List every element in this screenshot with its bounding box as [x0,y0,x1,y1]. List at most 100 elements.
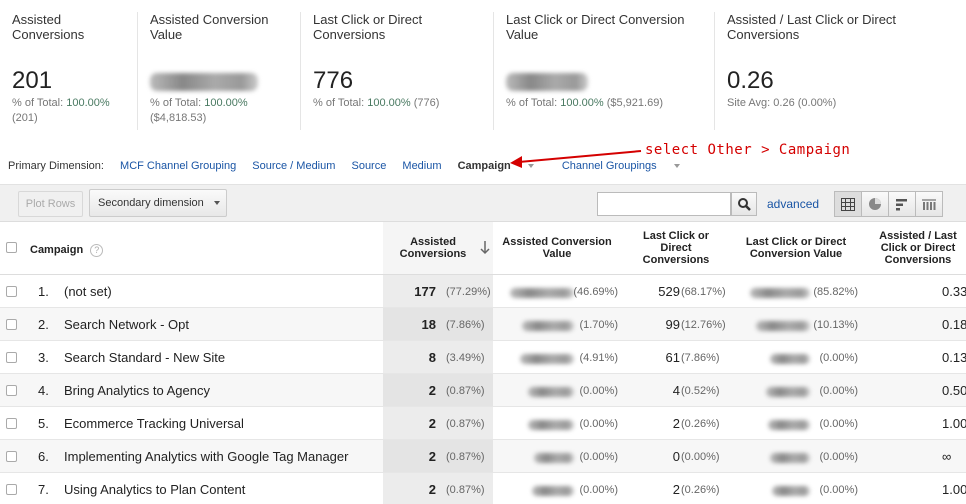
scorecard-last-click-value[interactable]: Last Click or Direct Conversion Value % … [493,12,714,130]
campaign-name[interactable]: Search Standard - New Site [64,350,226,365]
dimension-medium[interactable]: Medium [402,160,442,172]
chevron-down-icon [213,201,220,205]
scorecard-sub-prefix: % of Total: [12,97,67,109]
last-click-value-pct: (0.00%) [819,451,858,463]
assisted-value-pct: (1.70%) [579,319,618,331]
row-checkbox[interactable] [6,319,17,330]
sorted-column-bg [383,222,493,274]
table-row[interactable]: 4. Bring Analytics to Agency 2 (0.87%) (0.00… [0,374,966,407]
redacted-value [768,416,810,431]
sorted-column-bg [383,374,493,406]
chevron-down-icon [673,164,680,169]
scorecard-sub-pct: 100.00% [66,97,110,109]
campaign-name[interactable]: Using Analytics to Plan Content [64,482,246,497]
sorted-column-bg [383,341,493,373]
scorecard-title: Assisted Conversions [12,12,85,42]
campaign-name[interactable]: Implementing Analytics with Google Tag M… [64,449,349,464]
row-checkbox[interactable] [6,385,17,396]
dimension-source[interactable]: Source [351,160,387,172]
dimension-campaign[interactable]: Campaign [458,160,534,172]
scorecard-value-redacted [150,67,258,95]
last-click-value-pct: (0.00%) [819,352,858,364]
last-click-pct: (0.26%) [681,418,720,430]
header-assisted-value[interactable]: Assisted Conversion Value [502,236,612,260]
header-last-click-value[interactable]: Last Click or Direct Conversion Value [745,236,847,260]
redacted-value [510,284,574,299]
scorecard-last-click-conversions[interactable]: Last Click or Direct Conversions 776 % o… [300,12,493,130]
campaign-name[interactable]: Ecommerce Tracking Universal [64,416,244,431]
performance-view-button[interactable] [888,191,916,217]
assisted-conversions-value: 18 [421,317,436,332]
table-row[interactable]: 3. Search Standard - New Site 8 (3.49%) (4.9… [0,341,966,374]
row-index: 5. [38,416,49,431]
table-view-button[interactable] [834,191,862,217]
scorecard-title: Last Click or Direct Conversions [313,12,423,42]
row-checkbox[interactable] [6,418,17,429]
last-click-value-pct: (0.00%) [819,484,858,496]
table-row[interactable]: 1. (not set) 177 (77.29%) (46.69%) 529 (68.17%… [0,275,966,308]
row-checkbox[interactable] [6,286,17,297]
table-row[interactable]: 7. Using Analytics to Plan Content 2 (0.87%… [0,473,966,504]
secondary-dimension-dropdown[interactable]: Secondary dimension [89,189,227,217]
assisted-value-pct: (0.00%) [579,451,618,463]
sorted-column-bg [383,275,493,307]
ratio-value: 1.00 [942,482,966,497]
scorecard-sub-pct: 100.00% [560,97,604,109]
pie-chart-icon [869,198,881,210]
dimension-channel-groupings[interactable]: Channel Groupings [562,160,680,172]
last-click-pct: (0.52%) [681,385,720,397]
campaign-name[interactable]: Search Network - Opt [64,317,189,332]
row-checkbox[interactable] [6,352,17,363]
header-assisted-conversions[interactable]: Assisted Conversions [383,236,483,260]
table-row[interactable]: 2. Search Network - Opt 18 (7.86%) (1.70%) 99… [0,308,966,341]
scorecard-assisted-conversions[interactable]: Assisted Conversions 201 % of Total: 100… [0,12,137,130]
dimension-mcf-channel-grouping[interactable]: MCF Channel Grouping [120,160,237,172]
select-all-checkbox[interactable] [6,242,17,253]
assisted-conversions-value: 2 [428,416,436,431]
table-toolbar: Plot Rows Secondary dimension advanced [0,184,966,222]
data-table: Campaign ? Assisted Conversions Assisted… [0,222,966,504]
table-search-input[interactable] [597,192,731,216]
scorecard-assisted-value[interactable]: Assisted Conversion Value % of Total: 10… [137,12,300,130]
scorecard-sub: % of Total: 100.00% ($4,818.53) [150,96,248,126]
header-last-click[interactable]: Last Click or Direct Conversions [642,230,710,266]
assisted-conversions-pct: (0.87%) [446,451,485,463]
last-click-value-pct: (0.00%) [819,385,858,397]
last-click-value: 4 [672,383,680,398]
redacted-value [520,350,574,365]
assisted-value-pct: (0.00%) [579,418,618,430]
primary-dimension-bar: Primary Dimension: MCF Channel Grouping … [8,160,693,178]
comparison-view-button[interactable] [915,191,943,217]
scorecard-sub-prefix: % of Total: [150,97,205,109]
sorted-column-bg [383,407,493,439]
scorecards: Assisted Conversions 201 % of Total: 100… [0,0,966,140]
sorted-column-bg [383,440,493,472]
scorecard-ratio[interactable]: Assisted / Last Click or Direct Conversi… [714,12,966,130]
scorecard-value: 201 [12,67,53,94]
campaign-name[interactable]: (not set) [64,284,112,299]
header-campaign[interactable]: Campaign ? [30,244,104,257]
comparison-icon [922,199,936,210]
table-row[interactable]: 6. Implementing Analytics with Google Tag… [0,440,966,473]
redacted-value [528,383,574,398]
pie-view-button[interactable] [861,191,889,217]
header-ratio[interactable]: Assisted / Last Click or Direct Conversi… [879,230,957,266]
scorecard-sub: % of Total: 100.00% ($5,921.69) [506,96,663,111]
ratio-value: 0.18 [942,317,966,332]
help-icon[interactable]: ? [90,244,104,257]
table-row[interactable]: 5. Ecommerce Tracking Universal 2 (0.87%) (0… [0,407,966,440]
plot-rows-button[interactable]: Plot Rows [18,191,83,217]
scorecard-sub-pct: 100.00% [367,97,411,109]
dimension-source-medium[interactable]: Source / Medium [252,160,336,172]
search-button[interactable] [731,192,757,216]
last-click-value: 529 [658,284,680,299]
last-click-value: 0 [672,449,680,464]
table-header: Campaign ? Assisted Conversions Assisted… [0,222,966,275]
row-checkbox[interactable] [6,451,17,462]
campaign-name[interactable]: Bring Analytics to Agency [64,383,210,398]
row-checkbox[interactable] [6,484,17,495]
last-click-value: 2 [672,482,680,497]
redacted-value [532,482,574,497]
sort-descending-icon [480,241,490,255]
advanced-filter-link[interactable]: advanced [767,197,820,211]
